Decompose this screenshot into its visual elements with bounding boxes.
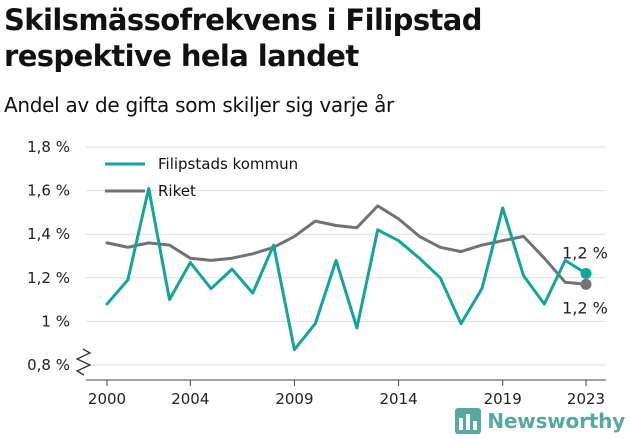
end-point-marker (580, 278, 592, 290)
x-tick-label: 2019 (484, 390, 522, 408)
brand-name: Newsworthy (487, 409, 625, 433)
legend: Filipstads kommun Riket (105, 155, 298, 200)
y-tick-label: 1 % (41, 312, 70, 330)
x-tick-label: 2014 (379, 390, 417, 408)
y-tick-label: 0,8 % (27, 356, 70, 374)
x-tick-label: 2004 (171, 390, 209, 408)
legend-label: Filipstads kommun (158, 155, 298, 173)
chart-subtitle: Andel av de gifta som skiljer sig varje … (4, 93, 394, 117)
y-tick-label: 1,8 % (27, 138, 70, 156)
legend-label: Riket (158, 182, 196, 200)
y-tick-label: 1,2 % (27, 269, 70, 287)
chart-title: Skilsmässofrekvens i Filipstad respektiv… (4, 3, 482, 73)
series-line (105, 186, 588, 352)
end-point-marker (580, 267, 592, 279)
x-axis: 2000 2004 2009 2014 2019 2023 (86, 379, 606, 408)
newsworthy-logo: Newsworthy (455, 408, 625, 434)
gridlines (86, 146, 606, 366)
x-tick-label: 2000 (88, 390, 126, 408)
axis-break-icon (75, 348, 92, 376)
bar-chart-logo-icon (455, 408, 482, 434)
y-axis: 0,8 % 1 % 1,2 % 1,4 % 1,6 % 1,8 % (27, 138, 92, 376)
series-lines (105, 186, 592, 352)
end-value-label: 1,2 % (562, 243, 608, 262)
y-tick-label: 1,6 % (27, 182, 70, 200)
series-line (105, 204, 588, 286)
end-value-label: 1,2 % (562, 298, 608, 317)
end-labels: 1,2 % 1,2 % (562, 243, 608, 317)
x-tick-label: 2023 (567, 390, 605, 408)
x-tick-label: 2009 (275, 390, 313, 408)
y-tick-label: 1,4 % (27, 225, 70, 243)
